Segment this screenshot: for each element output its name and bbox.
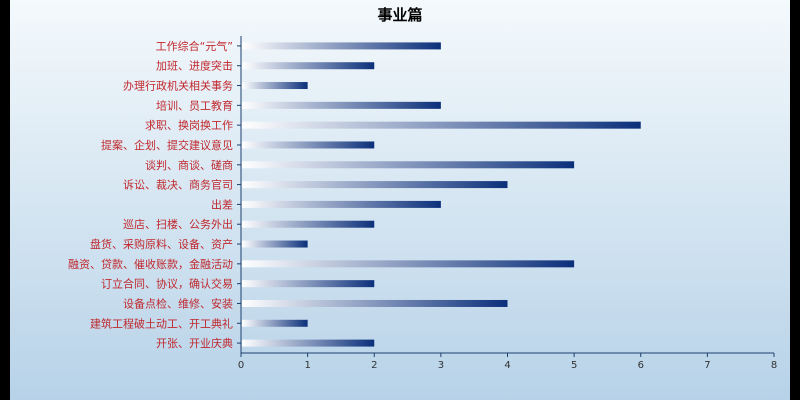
x-tick-label: 0 [238, 360, 244, 371]
bar [242, 299, 508, 307]
bar [242, 319, 308, 327]
category-label: 设备点检、维修、安装 [123, 296, 233, 310]
category-label: 建筑工程破土动工、开工典礼 [90, 316, 233, 330]
bar [242, 339, 375, 347]
category-label: 求职、换岗换工作 [145, 118, 233, 132]
bar [242, 121, 641, 129]
category-label: 提案、企划、提交建议意见 [101, 138, 233, 152]
x-tick-label: 2 [371, 360, 377, 371]
chart-title: 事业篇 [377, 6, 422, 24]
bar [242, 260, 575, 268]
bar-chart: 事业篇 工作综合“元气” 加班、进度突击办理行政机关相关事务培训、员工教育求职、换… [68, 6, 777, 371]
bar [242, 220, 375, 228]
category-label: 谈判、商谈、磋商 [145, 158, 233, 172]
x-tick-label: 1 [304, 360, 310, 371]
x-tick-label: 7 [704, 360, 710, 371]
bar [242, 62, 375, 70]
category-label: 办理行政机关相关事务 [123, 79, 233, 93]
x-tick-label: 4 [504, 360, 510, 371]
category-label: 订立合同、协议，确认交易 [101, 277, 233, 291]
bar [242, 161, 575, 169]
plot-area: 工作综合“元气” 加班、进度突击办理行政机关相关事务培训、员工教育求职、换岗换工作… [68, 36, 777, 371]
category-label: 巡店、扫楼、公务外出 [123, 217, 233, 231]
category-label: 工作综合“元气” [156, 39, 233, 53]
chart-panel: 事业篇 工作综合“元气” 加班、进度突击办理行政机关相关事务培训、员工教育求职、换… [10, 0, 790, 400]
bar [242, 200, 441, 208]
bar [242, 42, 441, 50]
x-tick-label: 6 [638, 360, 644, 371]
bar [242, 240, 308, 248]
bar [242, 82, 308, 90]
category-label: 培训、员工教育 [156, 98, 233, 112]
category-label: 出差 [211, 197, 233, 211]
category-label: 融资、贷款、催收账款，金融活动 [68, 257, 233, 271]
category-label: 开张、开业庆典 [156, 336, 233, 350]
bar [242, 280, 375, 288]
x-tick-label: 8 [771, 360, 777, 371]
bar [242, 181, 508, 189]
category-label: 诉讼、裁决、商务官司 [123, 178, 233, 192]
category-label: 盘货、采购原料、设备、资产 [90, 237, 233, 251]
x-tick-label: 3 [438, 360, 444, 371]
bar [242, 141, 375, 149]
x-tick-label: 5 [571, 360, 577, 371]
bar [242, 101, 441, 109]
category-label: 加班、进度突击 [156, 59, 233, 73]
